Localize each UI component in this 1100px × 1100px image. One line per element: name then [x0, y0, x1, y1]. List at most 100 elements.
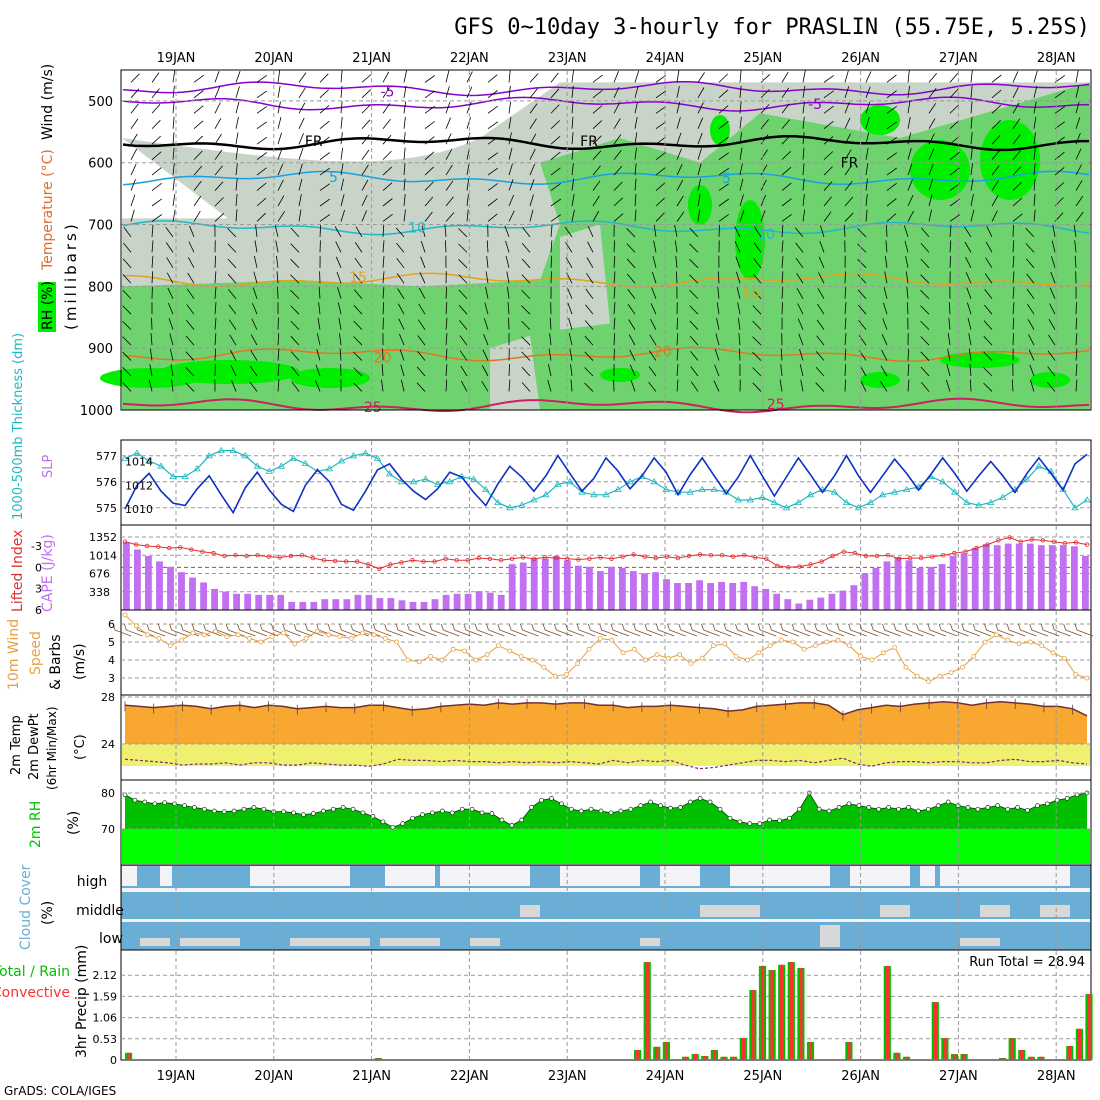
wind-barb [651, 287, 657, 299]
wind-barb [634, 147, 637, 160]
wind-barb [424, 166, 434, 176]
cloud-clear-high [730, 866, 800, 886]
pressure-unit-label: (millibars) [62, 221, 80, 330]
wind-tick-label: 3 [108, 672, 115, 685]
wind-barb [130, 148, 138, 160]
wind-barb [675, 255, 678, 268]
wind-barb [550, 255, 553, 268]
wind-barb [844, 149, 852, 160]
thickness-point [842, 498, 851, 505]
wind-barb [796, 272, 804, 284]
rh2m-point [350, 806, 356, 812]
wind-barb [353, 320, 363, 330]
wind-barb [737, 302, 741, 315]
wind-tick-label: 6 [108, 618, 115, 631]
wind10m-barb [986, 629, 1003, 637]
wind-barb [904, 240, 909, 253]
wind-barb [653, 240, 657, 253]
wind-barb [1028, 334, 1035, 346]
wind-barb [697, 148, 702, 160]
wind-barb [487, 136, 499, 145]
wind-barb [277, 132, 282, 145]
wind-barb [508, 116, 512, 129]
wind-barb [865, 71, 872, 83]
wind-barb [983, 382, 993, 392]
thickness-point [409, 478, 418, 485]
pressure-tick-label: 1000 [80, 404, 113, 419]
wind-barb [150, 348, 153, 361]
li-point [288, 553, 294, 559]
wind-barb [340, 209, 345, 222]
wind-barb [277, 286, 279, 299]
wind-barb [1054, 106, 1066, 114]
wind-barb [655, 152, 666, 160]
wind-barb [1027, 303, 1035, 315]
wind-barb [508, 179, 514, 191]
wind-barb [122, 336, 132, 346]
cape-bar [266, 594, 274, 610]
li-point [454, 558, 459, 563]
rh2m-point [767, 817, 772, 823]
rh2m-point [231, 808, 237, 814]
li-point [554, 555, 559, 561]
wind-barb [991, 195, 999, 207]
rh-90-shade [940, 352, 1020, 368]
wind-barb [214, 213, 225, 222]
wind-barb [928, 87, 937, 99]
rh2m-point [1074, 792, 1080, 798]
precip-convective-bar [847, 1042, 851, 1060]
wind-barb [445, 363, 448, 377]
wind-barb [949, 136, 960, 145]
wind-speed-point [416, 659, 422, 665]
cape-bar [828, 593, 836, 610]
wind-barb [334, 226, 342, 238]
cape-bar [332, 599, 340, 610]
wind-barb [676, 271, 678, 284]
precip-panel: 00.531.061.592.12 Run Total = 28.94 Tota… [0, 945, 1093, 1067]
wind-barb [676, 195, 684, 207]
cape-bar [993, 545, 1001, 610]
temp2m-unit-label: (°C) [73, 734, 88, 760]
wind-barb [907, 85, 910, 98]
temperature-contours [122, 80, 1090, 414]
wind-barb [290, 289, 300, 300]
wind-barb [1033, 132, 1036, 145]
cape-bar [696, 580, 703, 610]
wind-barb [634, 163, 637, 176]
wind10m-barb-flag [735, 623, 738, 631]
wind-speed-point [779, 637, 784, 643]
wind-barb [613, 197, 623, 207]
wind-barb [739, 132, 742, 145]
temperature-contour [123, 272, 1090, 288]
cape-bar [464, 593, 472, 610]
wind-barb [781, 119, 791, 129]
wind-barb [752, 336, 762, 346]
wind-barb [886, 213, 897, 222]
wind-barb [630, 379, 636, 392]
wind10m-barb-flag [825, 623, 829, 631]
wind-barb [903, 225, 909, 238]
wind-barb [1030, 379, 1035, 392]
rh2m-point [866, 805, 872, 810]
wind-barb [634, 193, 637, 207]
wind-speed-point [122, 612, 128, 618]
cape-bar [552, 556, 560, 610]
contour-label: 25 [364, 400, 382, 416]
wind-barb [230, 364, 237, 377]
precip-tick-label: 1.06 [93, 1012, 118, 1025]
thickness-point [686, 488, 694, 495]
wind-barb [886, 152, 898, 160]
wind-barb [991, 150, 1001, 160]
li-point [930, 554, 935, 559]
wind-barb [928, 72, 938, 83]
wind-barb [340, 70, 343, 83]
wind-barb [949, 224, 952, 237]
precip-tick-label: 0.53 [93, 1033, 118, 1046]
wind10m-barb [431, 629, 449, 637]
wind-barb [460, 380, 468, 392]
thickness-point [566, 478, 574, 485]
wind-barb [298, 87, 306, 99]
wind-barb [151, 255, 154, 268]
li-point [543, 555, 548, 560]
wind-barb [508, 85, 511, 98]
